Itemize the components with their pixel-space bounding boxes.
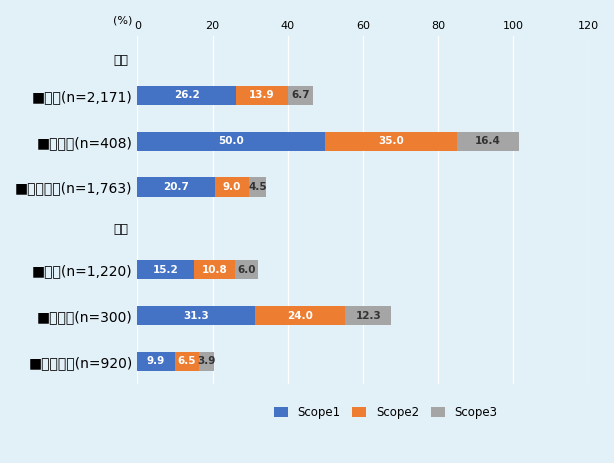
Text: (%): (%): [114, 15, 133, 25]
Bar: [325, 131, 457, 151]
Text: 6.5: 6.5: [177, 357, 196, 367]
Bar: [249, 177, 266, 197]
Legend: Scope1, Scope2, Scope3: Scope1, Scope2, Scope3: [269, 401, 502, 424]
Bar: [138, 306, 255, 325]
Text: 9.9: 9.9: [147, 357, 165, 367]
Text: 3.9: 3.9: [197, 357, 216, 367]
Text: 4.5: 4.5: [248, 182, 266, 192]
Bar: [138, 131, 325, 151]
Bar: [235, 260, 258, 279]
Text: 12.3: 12.3: [356, 311, 381, 320]
Text: 50.0: 50.0: [219, 136, 244, 146]
Bar: [255, 306, 345, 325]
Text: 16.4: 16.4: [475, 136, 500, 146]
Text: 海外: 海外: [114, 223, 128, 236]
Bar: [138, 260, 195, 279]
Text: 10.8: 10.8: [202, 265, 228, 275]
Text: 国内: 国内: [114, 55, 128, 68]
Text: 35.0: 35.0: [378, 136, 404, 146]
Bar: [138, 86, 236, 105]
Bar: [195, 260, 235, 279]
Text: 9.0: 9.0: [223, 182, 241, 192]
Bar: [138, 177, 215, 197]
Bar: [345, 306, 392, 325]
Text: 31.3: 31.3: [184, 311, 209, 320]
Bar: [174, 352, 199, 371]
Text: 6.0: 6.0: [237, 265, 255, 275]
Bar: [215, 177, 249, 197]
Text: 15.2: 15.2: [153, 265, 179, 275]
Bar: [457, 131, 518, 151]
Bar: [288, 86, 313, 105]
Text: 13.9: 13.9: [249, 90, 275, 100]
Bar: [138, 352, 174, 371]
Text: 20.7: 20.7: [163, 182, 189, 192]
Text: 24.0: 24.0: [287, 311, 313, 320]
Text: 26.2: 26.2: [174, 90, 200, 100]
Bar: [236, 86, 288, 105]
Text: 6.7: 6.7: [292, 90, 310, 100]
Bar: [199, 352, 214, 371]
